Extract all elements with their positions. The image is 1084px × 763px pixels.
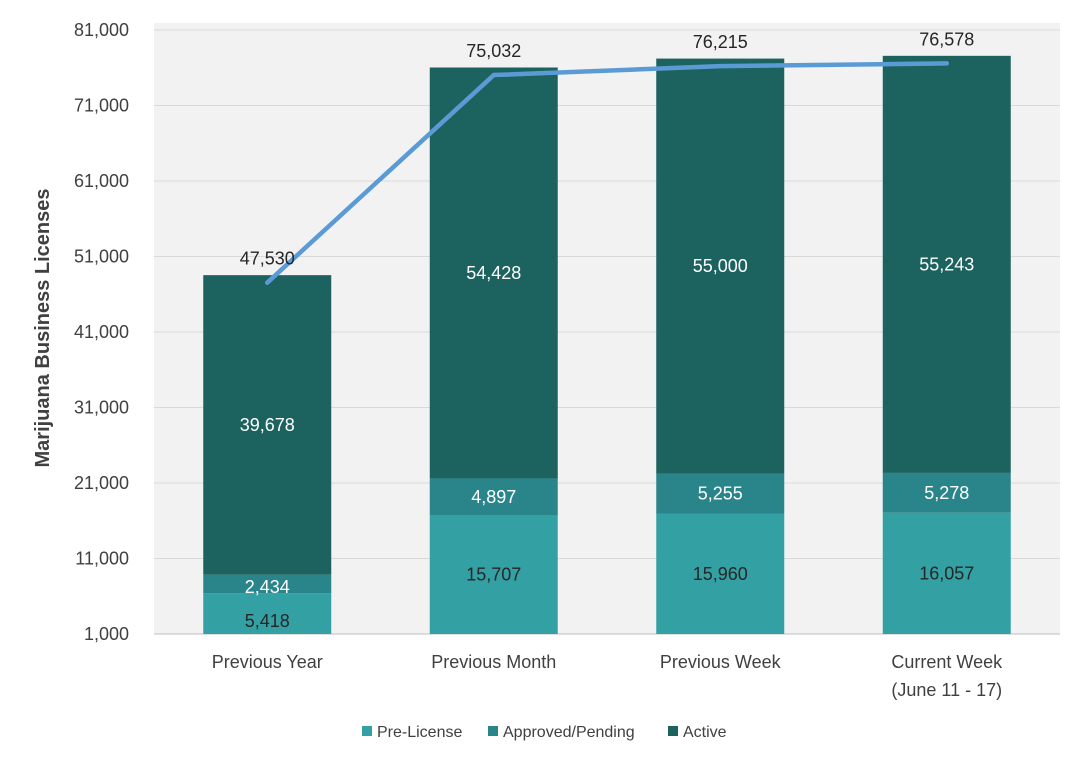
bar-segment: [656, 58, 785, 474]
data-label: 55,000: [693, 256, 748, 276]
total-series-line: [265, 61, 949, 285]
stacked-bars: [203, 55, 1011, 634]
x-category-label: (June 11 - 17): [891, 680, 1002, 700]
x-axis-category-labels: Previous Year Previous Month Previous Week…: [212, 652, 1003, 700]
data-label: 2,434: [245, 577, 290, 597]
legend: Pre-License Approved/Pending Active: [362, 724, 727, 741]
y-axis-tick-labels: 1,000 11,000 21,000 31,000 41,000 51,000 61,00…: [74, 20, 129, 644]
total-line: [265, 61, 949, 285]
data-label: 55,243: [919, 254, 974, 274]
legend-label: Pre-License: [377, 724, 462, 741]
x-category-label: Previous Month: [431, 652, 556, 672]
data-label: 4,897: [471, 487, 516, 507]
legend-label: Approved/Pending: [503, 724, 635, 741]
total-label: 76,578: [919, 29, 974, 49]
y-tick-label: 1,000: [84, 624, 129, 644]
total-labels: 47,530 75,032 76,215 76,578: [240, 29, 975, 268]
legend-swatch: [488, 726, 498, 736]
legend-swatch: [362, 726, 372, 736]
bar-segment: [882, 512, 1011, 634]
y-tick-label: 71,000: [74, 96, 129, 116]
y-tick-label: 11,000: [75, 549, 129, 569]
legend-swatch: [668, 726, 678, 736]
y-tick-label: 21,000: [74, 473, 129, 493]
y-tick-label: 51,000: [74, 247, 129, 267]
y-tick-label: 81,000: [74, 20, 129, 40]
total-label: 75,032: [466, 41, 521, 61]
data-label: 15,960: [693, 564, 748, 584]
total-label: 47,530: [240, 249, 295, 269]
data-label: 5,255: [698, 484, 743, 504]
legend-label: Active: [683, 724, 727, 741]
x-category-label: Previous Week: [660, 652, 782, 672]
y-axis-title: Marijuana Business Licenses: [32, 188, 54, 467]
segment-labels: 5,418 2,434 39,678 15,707 4,897 54,428 15,960 5…: [240, 254, 975, 631]
bar-segment: [429, 478, 558, 516]
data-label: 16,057: [919, 563, 974, 583]
data-label: 39,678: [240, 415, 295, 435]
data-label: 5,278: [924, 483, 969, 503]
bar-segment: [882, 55, 1011, 473]
y-tick-label: 31,000: [74, 398, 129, 418]
bar-segment: [429, 515, 558, 634]
data-label: 5,418: [245, 611, 290, 631]
bar-segment: [203, 275, 332, 575]
bar-segment: [203, 574, 332, 594]
bar-segment: [429, 67, 558, 479]
bar-segment: [656, 513, 785, 634]
bar-segment: [656, 473, 785, 514]
bar-segment: [882, 472, 1011, 513]
data-label: 54,428: [466, 263, 521, 283]
bar-segment: [203, 593, 332, 634]
x-category-label: Previous Year: [212, 652, 323, 672]
y-tick-label: 61,000: [74, 171, 129, 191]
data-label: 15,707: [466, 565, 521, 585]
y-tick-label: 41,000: [74, 322, 129, 342]
total-label: 76,215: [693, 32, 748, 52]
x-category-label: Current Week: [891, 652, 1003, 672]
